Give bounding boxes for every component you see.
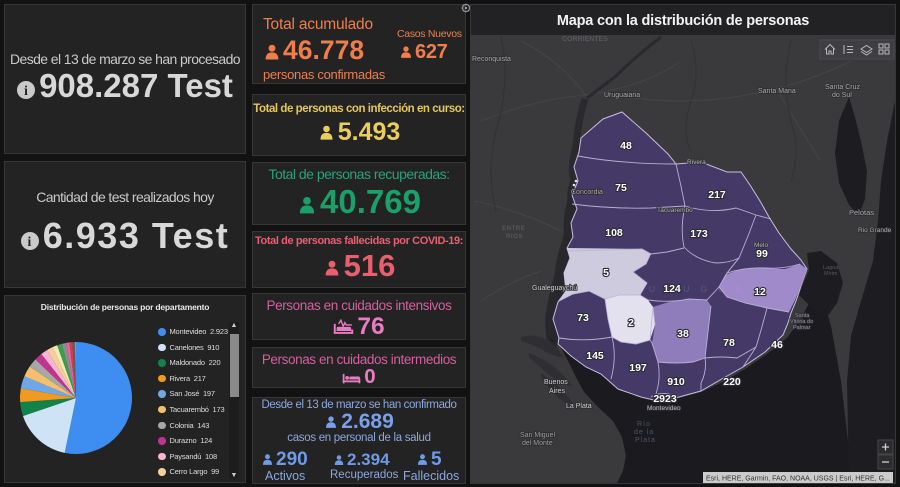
svg-text:48: 48 bbox=[620, 140, 632, 152]
svg-text:Santa Maria: Santa Maria bbox=[758, 88, 796, 95]
svg-text:Rio Grande: Rio Grande bbox=[858, 227, 892, 234]
svg-text:910: 910 bbox=[667, 376, 685, 388]
svg-text:ENTRE: ENTRE bbox=[502, 226, 525, 232]
svg-text:78: 78 bbox=[723, 337, 735, 349]
svg-text:108: 108 bbox=[605, 227, 623, 239]
svg-text:URUGUAY: URUGUAY bbox=[649, 284, 768, 294]
svg-text:Reconquista: Reconquista bbox=[472, 56, 511, 63]
svg-text:Mirim: Mirim bbox=[824, 271, 838, 277]
svg-text:Buenos: Buenos bbox=[544, 379, 568, 386]
svg-text:Esri, HERE, Garmin, FAO, NOAA,: Esri, HERE, Garmin, FAO, NOAA, USGS | Es… bbox=[706, 476, 890, 483]
svg-text:Aires: Aires bbox=[549, 388, 565, 395]
svg-text:del Monte: del Monte bbox=[522, 440, 553, 447]
svg-text:220: 220 bbox=[723, 376, 741, 388]
svg-text:Vitória do: Vitória do bbox=[790, 319, 813, 325]
svg-text:La Plata: La Plata bbox=[566, 403, 592, 410]
svg-text:46: 46 bbox=[771, 339, 783, 351]
svg-text:217: 217 bbox=[708, 189, 726, 201]
svg-text:Rivera: Rivera bbox=[687, 159, 706, 166]
svg-text:75: 75 bbox=[615, 182, 627, 194]
svg-text:Santa Cruz: Santa Cruz bbox=[825, 84, 861, 91]
svg-text:12: 12 bbox=[754, 286, 766, 298]
svg-text:Plata: Plata bbox=[635, 437, 656, 444]
svg-text:145: 145 bbox=[586, 350, 604, 362]
svg-text:99: 99 bbox=[756, 248, 768, 260]
svg-text:173: 173 bbox=[690, 228, 708, 240]
svg-text:do Sul: do Sul bbox=[832, 92, 852, 99]
svg-text:Concordia: Concordia bbox=[571, 189, 603, 196]
svg-text:Santa: Santa bbox=[795, 313, 810, 319]
svg-text:Tacuarembó: Tacuarembó bbox=[657, 207, 693, 214]
svg-text:Palmar: Palmar bbox=[793, 325, 811, 331]
svg-text:de la: de la bbox=[634, 429, 654, 436]
svg-text:197: 197 bbox=[629, 362, 647, 374]
svg-text:Río: Río bbox=[637, 421, 651, 428]
svg-text:38: 38 bbox=[677, 328, 689, 340]
svg-text:2: 2 bbox=[628, 317, 634, 329]
svg-text:RIOS: RIOS bbox=[506, 234, 523, 240]
svg-text:Uruguaiana: Uruguaiana bbox=[604, 92, 640, 99]
svg-text:Pelotas: Pelotas bbox=[849, 208, 874, 217]
svg-text:San Miguel: San Miguel bbox=[520, 432, 555, 439]
svg-text:Montevideo: Montevideo bbox=[647, 405, 681, 412]
svg-text:Lagoa: Lagoa bbox=[823, 265, 839, 271]
svg-text:Gualeguaychú: Gualeguaychú bbox=[532, 285, 577, 292]
svg-text:5: 5 bbox=[603, 267, 609, 279]
svg-text:CORRIENTES: CORRIENTES bbox=[562, 36, 608, 43]
svg-text:i: i bbox=[24, 83, 28, 98]
svg-text:2923: 2923 bbox=[653, 393, 677, 405]
svg-text:124: 124 bbox=[663, 283, 681, 295]
svg-text:i: i bbox=[27, 234, 32, 249]
svg-text:Melo: Melo bbox=[754, 242, 768, 249]
svg-text:73: 73 bbox=[577, 312, 589, 324]
